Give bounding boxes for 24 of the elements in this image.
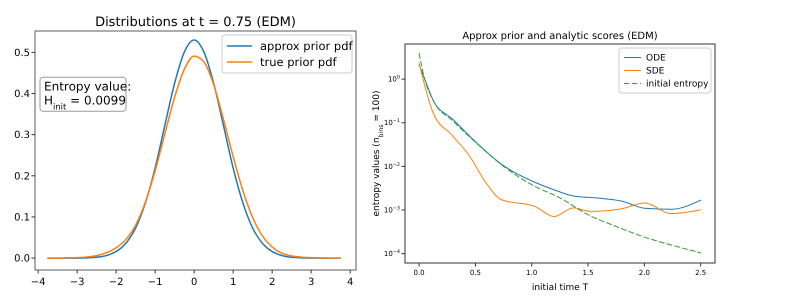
x-tick-label: 3	[308, 277, 314, 288]
x-tick-label: 0	[190, 277, 198, 288]
annotation: Entropy value: H$_{init}$ = 0.0099	[44, 79, 132, 112]
legend-label: SDE	[646, 66, 665, 76]
legend-label: approx prior pdf	[260, 39, 354, 53]
y-tick-label: 0.2	[14, 171, 30, 182]
x-tick-label: −4	[30, 277, 46, 288]
legend-label: initial entropy	[646, 80, 710, 90]
chart-title: Approx prior and analytic scores (EDM)	[462, 31, 658, 42]
x-axis-title: initial time T	[532, 283, 589, 293]
y-tick-label: 0.1	[14, 212, 30, 224]
y-tick-label: 0.3	[14, 130, 30, 142]
chart-title: Distributions at t = 0.75 (EDM)	[95, 15, 296, 30]
x-tick-label: 4	[346, 277, 354, 288]
x-tick-label: 1	[230, 277, 236, 288]
x-tick-label: −1	[148, 277, 163, 288]
y-tick-label: 0.5	[14, 48, 30, 59]
y-tick-label: 0.4	[14, 89, 30, 100]
x-tick-label: 2	[268, 277, 276, 288]
legend-label: true prior pdf	[260, 55, 338, 69]
y-tick-label: 0.0	[14, 254, 30, 265]
x-tick-label: −3	[70, 277, 84, 288]
legend-label: ODE	[646, 54, 666, 64]
x-tick-label: −2	[108, 277, 124, 288]
